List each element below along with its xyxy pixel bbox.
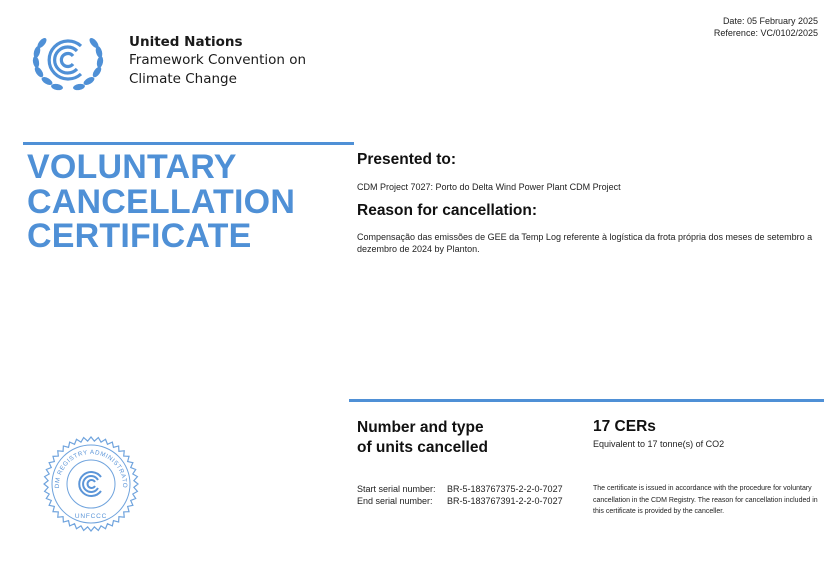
units-equivalent: Equivalent to 17 tonne(s) of CO2 [593, 439, 725, 449]
certificate-reference: Reference: VC/0102/2025 [713, 27, 818, 38]
title-line-1: VOLUNTARY [27, 148, 237, 186]
org-name: United Nations [129, 34, 243, 50]
cdm-registry-seal-icon: CDM REGISTRY ADMINISTRATOR UNFCCC [42, 435, 139, 532]
title-divider [23, 142, 354, 145]
end-serial-value: BR-5-183767391-2-2-0-7027 [447, 496, 563, 506]
start-serial-label: Start serial number: [357, 484, 436, 494]
certificate-meta: Date: 05 February 2025 Reference: VC/010… [714, 16, 818, 39]
issuance-note: The certificate is issued in accordance … [593, 485, 818, 515]
units-heading: Number and type of units cancelled [357, 418, 488, 457]
organization-name: United Nations Framework Convention on C… [129, 33, 306, 89]
units-heading-line-2: of units cancelled [357, 438, 488, 456]
end-serial-row: End serial number: BR-5-183767391-2-2-0-7… [357, 495, 563, 507]
units-amount: 17 CERs [593, 418, 656, 435]
units-divider [349, 399, 824, 402]
org-line-2: Climate Change [129, 71, 237, 87]
unfccc-logo-icon [32, 38, 104, 91]
reason-text: Compensação das emissões de GEE da Temp … [357, 232, 813, 254]
certificate-date: Date: 05 February 2025 [722, 16, 818, 26]
units-heading-line-1: Number and type [357, 419, 484, 436]
start-serial-value: BR-5-183767375-2-2-0-7027 [447, 484, 563, 494]
start-serial-row: Start serial number: BR-5-183767375-2-2-0… [357, 483, 563, 495]
presented-to-text: CDM Project 7027: Porto do Delta Wind Po… [357, 182, 621, 192]
certificate-title: VOLUNTARY CANCELLATION CERTIFICATE [27, 150, 295, 254]
seal-bottom-text: UNFCCC [75, 513, 107, 520]
end-serial-label: End serial number: [357, 496, 433, 506]
presented-to-heading: Presented to: [357, 151, 457, 168]
title-line-3: CERTIFICATE [27, 217, 252, 255]
title-line-2: CANCELLATION [27, 182, 296, 221]
org-line-1: Framework Convention on [129, 52, 307, 68]
reason-heading: Reason for cancellation: [357, 202, 538, 219]
serial-numbers: Start serial number: BR-5-183767375-2-2-0… [357, 483, 563, 507]
